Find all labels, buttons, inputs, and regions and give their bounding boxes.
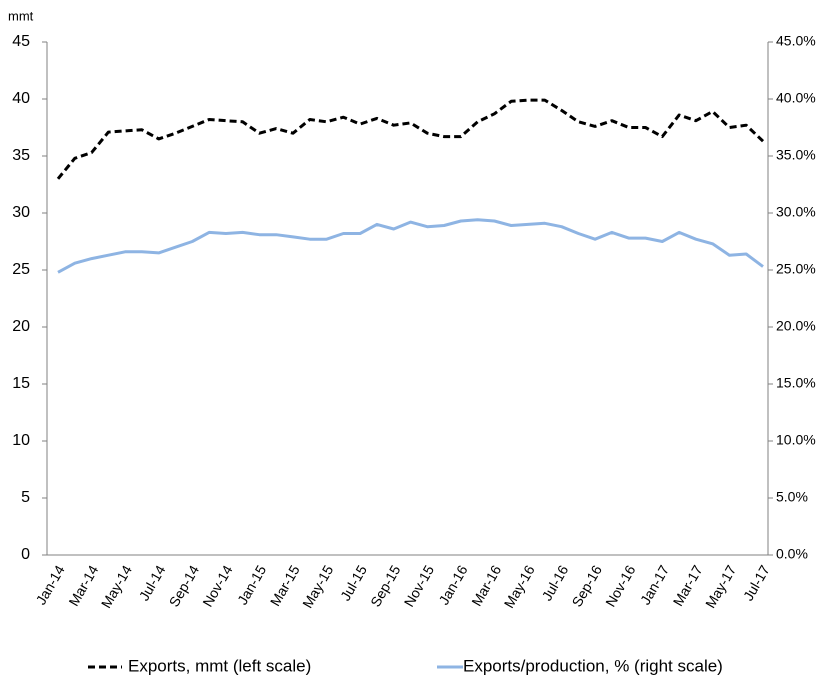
y2-tick-label: 15.0% <box>776 375 816 391</box>
x-tick-label: May-16 <box>501 562 538 611</box>
series-line <box>57 218 764 274</box>
x-tick-label: Nov-14 <box>199 562 236 609</box>
y-tick-label: 25 <box>12 261 30 278</box>
x-tick-label: May-17 <box>702 562 739 611</box>
x-tick-label: May-15 <box>299 562 336 611</box>
x-tick-label: Sep-14 <box>166 562 203 609</box>
y-tick-label: 10 <box>12 432 30 449</box>
legend-label: Exports, mmt (left scale) <box>128 656 311 675</box>
y-tick-label: 20 <box>12 318 30 335</box>
x-tick-label: Jul-16 <box>538 562 571 603</box>
y2-tick-label: 25.0% <box>776 261 816 277</box>
x-tick-label: Mar-16 <box>468 562 504 609</box>
y2-tick-label: 5.0% <box>776 489 808 505</box>
x-tick-label: Nov-16 <box>602 562 639 609</box>
y-tick-label: 5 <box>21 489 30 506</box>
y2-tick-label: 0.0% <box>776 546 808 562</box>
x-tick-label: Mar-15 <box>267 562 303 609</box>
series-line <box>56 98 765 180</box>
y-tick-label: 30 <box>12 204 30 221</box>
y-tick-label: 0 <box>21 546 30 563</box>
x-tick-label: Jan-16 <box>435 562 470 607</box>
y-tick-label: 40 <box>12 90 30 107</box>
x-tick-label: Mar-14 <box>65 562 101 609</box>
x-tick-label: May-14 <box>98 562 135 611</box>
x-tick-label: Sep-16 <box>569 562 606 609</box>
x-tick-label: Jan-15 <box>234 562 269 607</box>
x-tick-label: Nov-15 <box>401 562 438 609</box>
y-tick-label: 45 <box>12 33 30 50</box>
y2-tick-label: 40.0% <box>776 90 816 106</box>
y-tick-label: 35 <box>12 147 30 164</box>
y-tick-label: 15 <box>12 375 30 392</box>
x-tick-label: Sep-15 <box>367 562 404 609</box>
y2-tick-label: 30.0% <box>776 204 816 220</box>
x-tick-label: Jul-17 <box>740 562 773 603</box>
x-tick-label: Jul-14 <box>136 562 169 603</box>
y-axis-label: mmt <box>8 8 34 23</box>
x-tick-label: Jul-15 <box>337 562 370 603</box>
x-tick-label: Mar-17 <box>670 562 706 609</box>
y2-tick-label: 10.0% <box>776 432 816 448</box>
y2-tick-label: 35.0% <box>776 147 816 163</box>
y2-tick-label: 20.0% <box>776 318 816 334</box>
x-tick-label: Jan-17 <box>637 562 672 607</box>
legend-label: Exports/production, % (right scale) <box>463 656 723 675</box>
y2-tick-label: 45.0% <box>776 33 816 49</box>
x-tick-label: Jan-14 <box>33 562 68 607</box>
